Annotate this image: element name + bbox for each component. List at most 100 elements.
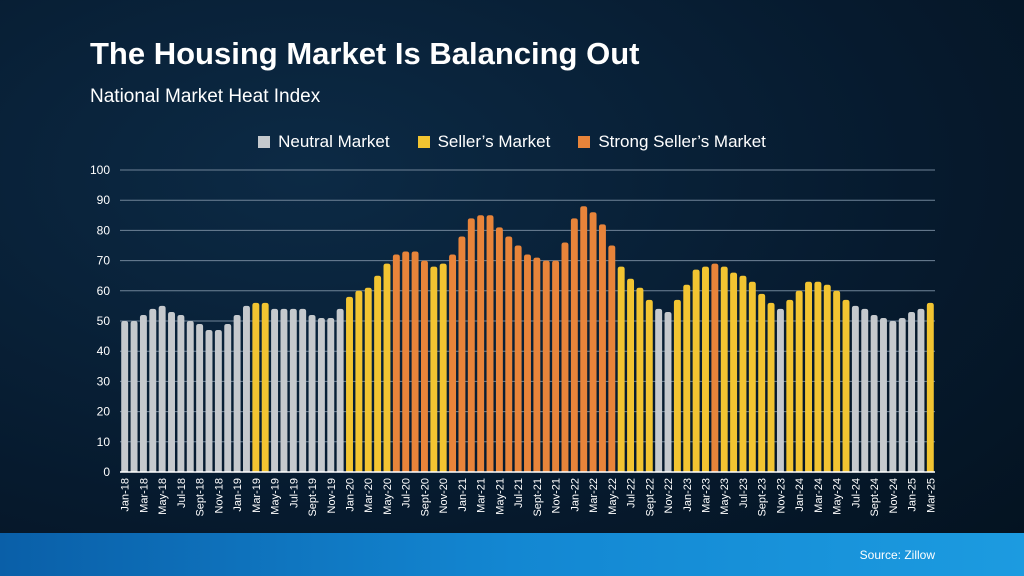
bar-Jun-24	[842, 299, 850, 472]
bar-Sept-21	[533, 257, 541, 472]
bar-Mar-21	[477, 215, 485, 473]
x-tick-label: Jul-18	[176, 478, 188, 508]
bar-Apr-19	[261, 302, 269, 472]
bar-May-20	[383, 263, 391, 472]
x-tick-label: Nov-24	[888, 478, 900, 513]
legend-swatch-neutral	[258, 136, 271, 148]
bar-Jul-18	[177, 314, 185, 472]
bar-May-18	[158, 305, 166, 472]
x-tick-label: Sept-21	[532, 478, 544, 517]
bar-Oct-18	[205, 330, 213, 472]
y-tick-label: 50	[97, 314, 111, 328]
y-tick-label: 40	[97, 344, 111, 358]
bar-Oct-20	[430, 266, 438, 472]
legend-label: Neutral Market	[278, 132, 390, 151]
legend-label: Seller’s Market	[437, 132, 551, 151]
y-tick-label: 70	[97, 254, 111, 268]
x-tick-label: Sept-18	[195, 478, 207, 517]
x-tick-label: May-24	[832, 478, 844, 515]
bar-Jan-19	[233, 314, 241, 472]
bar-Dec-18	[224, 324, 232, 472]
y-tick-label: 90	[97, 193, 111, 207]
bar-Nov-23	[776, 308, 784, 472]
bar-Apr-21	[486, 215, 494, 473]
bar-Oct-21	[542, 260, 550, 472]
source-note: Source: Zillow	[859, 548, 935, 562]
chart-title: The Housing Market Is Balancing Out	[90, 36, 640, 71]
x-tick-label: Jul-22	[626, 478, 638, 508]
x-tick-label: Nov-20	[438, 478, 450, 513]
bar-Jan-20	[346, 296, 353, 472]
bar-Dec-21	[561, 242, 569, 472]
bar-Jan-25	[908, 311, 916, 472]
bar-Feb-23	[692, 269, 700, 472]
x-tick-label: Jul-20	[401, 478, 413, 508]
bar-Sept-22	[645, 299, 653, 472]
x-tick-label: Mar-20	[363, 478, 375, 513]
bar-Aug-23	[748, 281, 756, 472]
bar-Jul-24	[851, 305, 859, 472]
legend-swatch-strong	[578, 136, 591, 148]
bar-Nov-20	[439, 263, 447, 472]
x-tick-label: Jan-23	[682, 478, 694, 512]
x-tick-label: Jan-25	[907, 478, 919, 512]
chart-subtitle: National Market Heat Index	[90, 86, 321, 107]
bar-May-21	[495, 227, 503, 472]
y-tick-label: 60	[97, 284, 111, 298]
x-tick-label: Mar-21	[476, 478, 488, 513]
bar-Jul-20	[402, 251, 410, 472]
bar-Sept-23	[758, 293, 766, 472]
x-tick-label: Nov-22	[663, 478, 675, 513]
bar-Mar-23	[702, 266, 709, 472]
x-tick-label: Jan-24	[794, 478, 806, 512]
bar-Dec-23	[786, 299, 794, 472]
bar-Feb-22	[580, 206, 588, 473]
footer-bar: Source: Zillow	[0, 533, 1024, 576]
x-tick-label: Mar-19	[251, 478, 263, 513]
bar-Feb-25	[917, 308, 925, 472]
bar-Feb-24	[805, 281, 813, 472]
bar-Jan-22	[570, 218, 578, 472]
x-tick-label: Mar-18	[138, 478, 150, 513]
bar-Jul-23	[739, 275, 747, 472]
bar-Dec-20	[449, 254, 457, 472]
legend: Neutral Market Seller’s Market Strong Se…	[0, 132, 1024, 152]
bar-Dec-24	[898, 317, 906, 472]
bar-Jul-22	[627, 278, 635, 472]
bar-Jun-22	[617, 266, 625, 472]
x-tick-label: Nov-23	[775, 478, 787, 513]
y-tick-label: 0	[103, 465, 110, 479]
x-tick-label: Jan-20	[345, 478, 357, 512]
legend-label: Strong Seller’s Market	[598, 132, 766, 151]
x-tick-label: Jan-21	[457, 478, 469, 512]
x-tick-label: Mar-22	[588, 478, 600, 513]
bar-Nov-21	[552, 260, 560, 472]
bar-Apr-20	[374, 275, 382, 472]
bar-Nov-24	[889, 321, 897, 472]
x-tick-label: Jul-19	[288, 478, 300, 508]
x-tick-label: Sept-22	[644, 478, 656, 517]
x-tick-label: Jul-21	[513, 478, 525, 508]
bar-Nov-19	[327, 317, 335, 472]
legend-swatch-seller	[417, 136, 430, 148]
bar-Jan-21	[458, 236, 466, 472]
bar-Oct-19	[317, 317, 325, 472]
bar-Sept-18	[196, 324, 204, 472]
bar-Aug-21	[524, 254, 531, 472]
bar-May-22	[608, 245, 616, 472]
bar-Oct-22	[655, 308, 663, 472]
x-tick-label: Jan-22	[569, 478, 581, 512]
bar-Aug-18	[186, 321, 194, 472]
bar-Jun-20	[392, 254, 400, 472]
x-tick-label: May-18	[157, 478, 169, 515]
x-tick-label: Jan-18	[120, 478, 132, 512]
bar-Oct-24	[880, 317, 887, 472]
y-tick-label: 10	[97, 435, 111, 449]
bar-Jan-18	[121, 321, 129, 472]
x-tick-label: Jul-24	[850, 478, 862, 508]
bar-Jun-21	[505, 236, 513, 472]
x-tick-label: Jul-23	[738, 478, 750, 508]
bar-Mar-24	[814, 281, 822, 472]
legend-item-neutral: Neutral Market	[258, 132, 390, 152]
bar-Jun-19	[280, 308, 288, 472]
